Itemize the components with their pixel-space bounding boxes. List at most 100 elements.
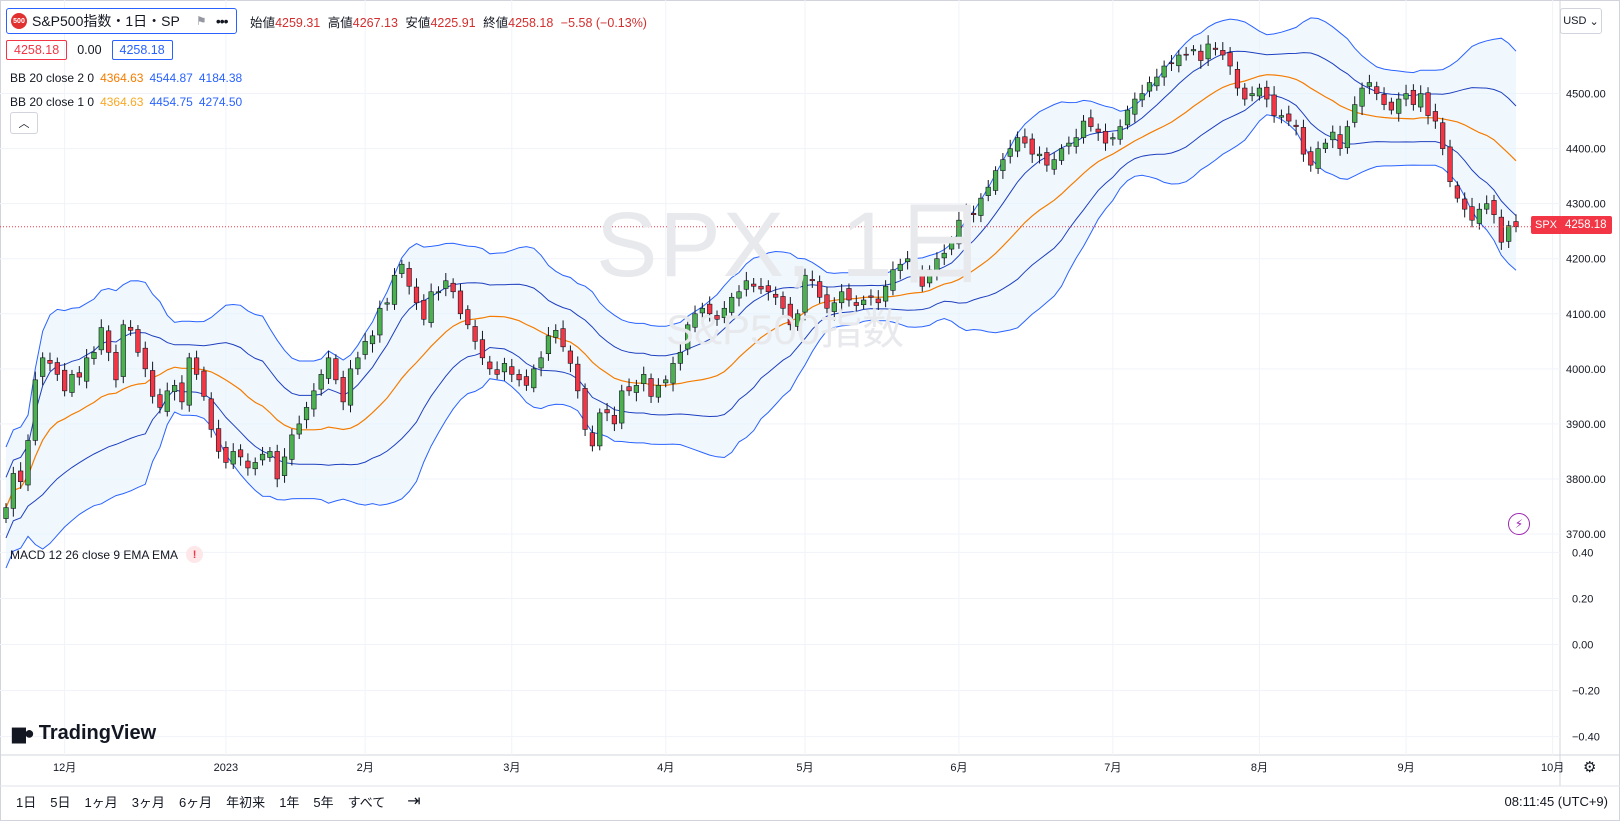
candle-body: [164, 390, 170, 412]
candle-body: [897, 263, 903, 271]
candle-body: [736, 291, 742, 299]
candle-body: [1498, 216, 1504, 243]
candle-body: [787, 303, 793, 326]
candle-body: [223, 446, 229, 463]
settings-gear-icon[interactable]: ⚙: [1583, 759, 1597, 776]
macd-y-tick-label: 0.20: [1572, 593, 1593, 605]
candle-body: [523, 376, 530, 386]
candle-body: [685, 324, 691, 350]
candle-body: [421, 299, 427, 320]
candle-body: [985, 186, 991, 196]
candle-body: [919, 272, 925, 287]
x-tick-label: 7月: [1104, 762, 1121, 774]
bb2-upper-line: [5, 17, 1517, 448]
flag-icon[interactable]: ⚑: [195, 14, 207, 28]
candle-body: [597, 412, 603, 447]
candle-body: [18, 470, 24, 482]
range-ytd-button[interactable]: 年初来: [226, 794, 266, 810]
candle-body: [575, 363, 581, 392]
bb2-lower-line: [5, 114, 1517, 569]
range-5y-button[interactable]: 5年: [313, 794, 334, 810]
chevron-up-icon: ︿: [18, 118, 30, 130]
range-6m-button[interactable]: 6ヶ月: [178, 794, 213, 810]
collapse-legend-button[interactable]: ︿: [10, 112, 38, 134]
candle-body: [1256, 87, 1263, 97]
candle-body: [47, 360, 53, 364]
candle-body: [824, 294, 830, 309]
range-all-button[interactable]: すべて: [347, 794, 386, 810]
candle-body: [1374, 86, 1380, 94]
candle-body: [1205, 43, 1211, 60]
range-1y-button[interactable]: 1年: [279, 794, 300, 810]
candle-body: [1183, 53, 1189, 56]
candle-body: [1322, 142, 1329, 149]
candle-body: [1227, 52, 1233, 67]
candle-body: [142, 347, 148, 370]
candle-body: [1337, 134, 1343, 149]
candle-body: [201, 370, 207, 397]
range-5d-button[interactable]: 5日: [50, 794, 71, 810]
candle-body: [428, 291, 434, 323]
macd-y-tick-label: −0.20: [1572, 686, 1600, 698]
candle-body: [1022, 136, 1028, 144]
bb2-legend[interactable]: BB 20 close 2 0 4364.63 4544.87 4184.38: [10, 71, 243, 85]
candle-body: [1432, 111, 1438, 122]
range-1d-button[interactable]: 1日: [16, 794, 37, 810]
candle-body: [84, 357, 90, 382]
candle-body: [171, 385, 178, 392]
spread-value: 0.00: [77, 43, 102, 57]
symbol-search-button[interactable]: 500 S&P500指数・1日・SP ⚑ •••: [6, 8, 237, 34]
candle-body: [457, 290, 464, 315]
candle-body: [663, 379, 669, 384]
candle-body: [3, 507, 9, 519]
candle-body: [861, 299, 867, 305]
candle-body: [1154, 76, 1160, 87]
bb1-upper-line: [5, 50, 1517, 478]
candle-body: [501, 363, 508, 373]
candle-body: [311, 390, 317, 410]
bid-ask-row: 4258.18 0.00 4258.18: [6, 40, 651, 60]
candle-body: [1344, 126, 1351, 149]
candle-body: [839, 291, 845, 304]
candle-body: [1044, 152, 1050, 166]
candle-body: [135, 329, 141, 353]
x-tick-label: 9月: [1397, 762, 1414, 774]
candle-body: [699, 307, 705, 314]
candle-body: [1095, 128, 1101, 133]
tradingview-logo[interactable]: ▆● TradingView: [12, 722, 157, 744]
tradingview-mark-icon: ▆●: [12, 723, 35, 743]
candle-body: [391, 274, 398, 305]
range-3m-button[interactable]: 3ヶ月: [131, 794, 165, 810]
y-tick-label: 3900.00: [1566, 419, 1606, 431]
candle-body: [582, 388, 588, 430]
more-options-icon[interactable]: •••: [215, 13, 229, 29]
candle-body: [875, 298, 881, 304]
candle-body: [626, 386, 632, 392]
candle-body: [1036, 153, 1043, 157]
candle-body: [208, 398, 214, 430]
lightning-icon[interactable]: ⚡: [1508, 513, 1530, 535]
macd-legend[interactable]: MACD 12 26 close 9 EMA EMA !: [10, 546, 204, 563]
date-range-calendar-icon[interactable]: ⇥: [407, 793, 421, 810]
range-1m-button[interactable]: 1ヶ月: [84, 794, 118, 810]
candle-body: [1146, 82, 1153, 92]
candle-body: [677, 352, 683, 364]
warning-icon[interactable]: !: [186, 546, 204, 563]
buy-button[interactable]: 4258.18: [111, 40, 173, 60]
candle-body: [707, 303, 713, 315]
sell-button[interactable]: 4258.18: [6, 40, 68, 60]
clock[interactable]: 08:11:45 (UTC+9): [1504, 793, 1608, 809]
macd-y-tick-label: −0.40: [1572, 732, 1600, 744]
bb1-legend[interactable]: BB 20 close 1 0 4364.63 4454.75 4274.50: [10, 95, 243, 109]
candle-body: [641, 374, 647, 385]
x-tick-label: 4月: [657, 762, 674, 774]
candle-body: [633, 385, 639, 393]
candle-body: [1469, 206, 1475, 221]
candle-body: [347, 368, 354, 406]
currency-select[interactable]: USD ⌄: [1560, 8, 1602, 34]
candle-body: [1418, 93, 1424, 108]
candle-body: [883, 285, 889, 302]
candle-body: [1293, 124, 1299, 127]
